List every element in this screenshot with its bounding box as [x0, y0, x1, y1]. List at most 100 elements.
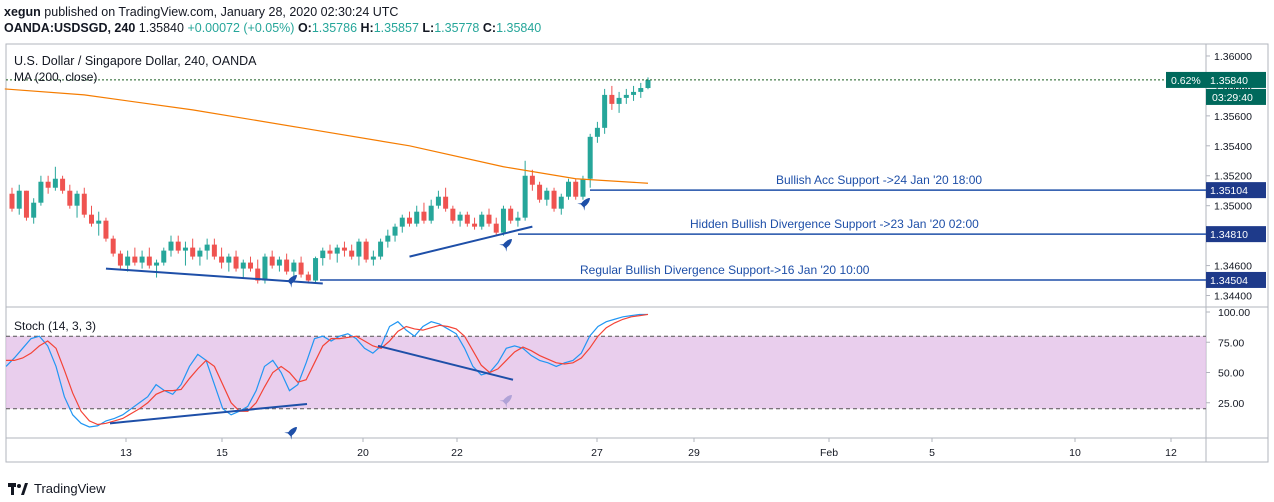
candle-body: [52, 178, 58, 188]
price-trendline: [409, 225, 533, 258]
candle-body: [190, 247, 196, 257]
candle-body: [500, 208, 506, 233]
rocket-fins: [284, 432, 292, 440]
candle-body: [385, 235, 391, 242]
candle-body: [298, 262, 304, 275]
candle-body: [537, 184, 543, 200]
candle-body: [168, 241, 174, 251]
candle-body: [392, 226, 398, 236]
stoch-tick-label: 75.00: [1218, 337, 1244, 349]
rocket-fins: [499, 244, 507, 252]
candle-body: [248, 262, 253, 269]
candle-body: [414, 211, 420, 224]
candle-body: [255, 268, 261, 281]
price-tick-label: 1.34600: [1214, 261, 1252, 273]
high-value: 1.35857: [373, 21, 419, 35]
quote-line: OANDA:USDSGD, 240 1.35840 +0.00072 (+0.0…: [4, 21, 541, 35]
candle-body: [139, 256, 145, 263]
last-price-label-bg: [1206, 71, 1266, 88]
candle-body: [508, 208, 514, 221]
price-tick-label: 1.35200: [1214, 171, 1252, 183]
time-tick-label: 13: [120, 447, 132, 459]
candle-body: [421, 211, 427, 221]
candle-body: [291, 262, 297, 272]
candle-body: [320, 250, 326, 259]
candle-body: [638, 88, 644, 92]
candle-body: [182, 247, 188, 251]
support-level-label-bg: [1206, 271, 1266, 288]
candle-body: [125, 256, 131, 266]
candle-body: [110, 238, 116, 254]
tradingview-footer[interactable]: TradingView: [8, 481, 106, 496]
candle-body: [631, 91, 637, 95]
support-level-note: Hidden Bullish Divergence Support ->23 J…: [690, 217, 979, 231]
candle-body: [31, 202, 37, 218]
candle-body: [240, 262, 246, 269]
tradingview-logo-icon: [8, 482, 28, 495]
candle-body: [370, 256, 376, 260]
chart-title: U.S. Dollar / Singapore Dollar, 240, OAN…: [14, 54, 257, 68]
candle-body: [399, 217, 405, 227]
candle-body: [81, 193, 87, 215]
candle-body: [580, 178, 586, 197]
candle-body: [219, 256, 225, 263]
price-tick-label: 1.35400: [1214, 141, 1252, 153]
candle-body: [594, 127, 600, 137]
publisher-name[interactable]: xegun: [4, 5, 41, 19]
low-value: 1.35778: [434, 21, 480, 35]
support-level-note: Regular Bullish Divergence Support->16 J…: [580, 263, 870, 277]
countdown-label-bg: [1206, 88, 1266, 105]
close-label: C:: [482, 21, 497, 35]
candle-body: [551, 190, 557, 209]
candle-body: [204, 244, 210, 251]
rocket-fins: [284, 280, 292, 288]
symbol-label: OANDA:USDSGD, 240: [4, 21, 136, 35]
support-level-label: 1.35104: [1210, 185, 1248, 197]
support-level-label-bg: [1206, 182, 1266, 199]
candle-body: [457, 214, 463, 221]
time-tick-label: 12: [1165, 447, 1177, 459]
rocket-icon: [499, 239, 512, 252]
candle-body: [587, 136, 593, 179]
candle-body: [428, 205, 434, 221]
candle-body: [9, 193, 15, 209]
price-tick-label: 1.35600: [1214, 111, 1252, 123]
candle-body: [16, 190, 22, 209]
candle-body: [623, 94, 629, 98]
open-label: O:: [297, 21, 312, 35]
price-change: +0.00072 (+0.05%): [187, 21, 295, 35]
candle-body: [341, 247, 347, 251]
stoch-tick-label: 25.00: [1218, 398, 1244, 410]
stoch-trendline: [109, 402, 308, 425]
candle-body: [522, 175, 528, 218]
support-level-label: 1.34504: [1210, 275, 1248, 287]
candle-body: [645, 79, 651, 89]
candle-body: [262, 256, 268, 281]
candle-body: [479, 214, 485, 227]
rocket-body: [287, 427, 297, 437]
candle-body: [407, 217, 412, 224]
rocket-icon: [577, 198, 590, 211]
candle-body: [305, 274, 311, 281]
rocket-icon: [284, 427, 297, 440]
close-value: 1.35840: [496, 21, 542, 35]
candle-body: [558, 196, 564, 209]
price-tick-label: 1.34400: [1214, 291, 1252, 303]
candle-body: [74, 193, 80, 206]
rocket-icon: [284, 275, 297, 288]
candle-body: [67, 190, 73, 206]
candle-body: [334, 247, 340, 254]
candle-body: [60, 178, 66, 191]
candle-body: [146, 256, 152, 266]
candle-body: [276, 259, 282, 266]
candle-body: [616, 97, 622, 104]
support-level-label-bg: [1206, 226, 1266, 243]
candle-body: [269, 256, 275, 266]
candle-body: [132, 256, 138, 263]
candle-body: [23, 190, 29, 218]
publish-line: xegun published on TradingView.com, Janu…: [4, 3, 398, 21]
candle-body: [566, 181, 571, 197]
stoch-tick-label: 50.00: [1218, 368, 1244, 380]
last-price-label: 1.35840: [1210, 75, 1248, 87]
